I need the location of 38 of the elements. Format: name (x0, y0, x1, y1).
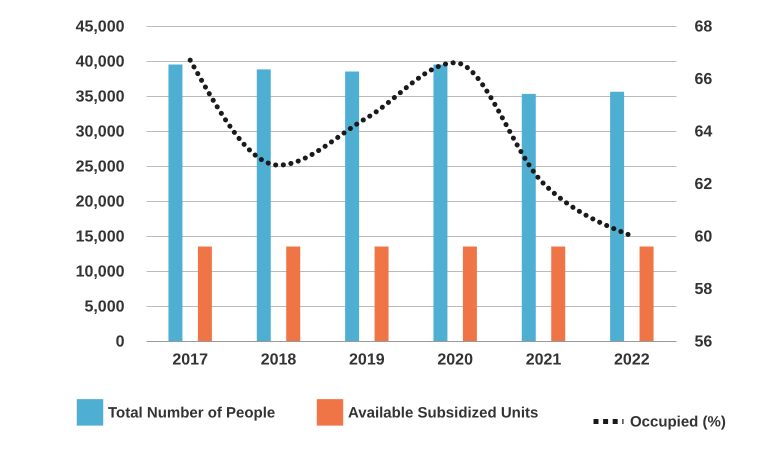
y-tick-label: 45,000 (76, 18, 125, 36)
y2-tick-label: 60 (694, 228, 712, 246)
bar (522, 94, 536, 341)
x-tick-label: 2019 (349, 352, 385, 368)
y-tick-label: 25,000 (76, 158, 125, 176)
legend-label: Total Number of People (108, 404, 276, 422)
y-tick-label: 30,000 (76, 124, 125, 140)
y2-tick-label: 68 (694, 18, 712, 36)
legend-label: Occupied (%) (630, 414, 726, 430)
bar (168, 64, 182, 341)
bar (345, 72, 360, 341)
y2-tick-label: 58 (694, 281, 712, 298)
y-tick-label: 15,000 (76, 228, 125, 246)
y2-tick-label: 56 (694, 334, 712, 350)
bar (286, 246, 300, 341)
x-tick-label: 2017 (172, 352, 208, 368)
y-tick-label: 5,000 (84, 298, 125, 316)
bar (462, 246, 477, 341)
bar (551, 246, 566, 341)
y2-tick-label: 66 (694, 71, 712, 88)
y-tick-label: 0 (116, 334, 125, 350)
y-tick-label: 40,000 (76, 54, 125, 70)
y-tick-label: 10,000 (76, 264, 125, 280)
bar (198, 246, 212, 341)
bar (610, 92, 624, 341)
x-tick-label: 2018 (260, 352, 296, 368)
bar (256, 69, 271, 341)
x-tick-label: 2021 (526, 352, 562, 368)
y-tick-label: 35,000 (76, 88, 125, 106)
y-tick-label: 20,000 (76, 194, 125, 210)
bar (640, 246, 654, 341)
x-tick-label: 2020 (437, 352, 474, 368)
y2-tick-label: 62 (694, 176, 712, 193)
bar (433, 64, 448, 341)
bar (374, 246, 389, 341)
x-tick-label: 2022 (614, 352, 650, 368)
legend-label: Available Subsidized Units (348, 404, 538, 422)
y2-tick-label: 64 (694, 124, 712, 140)
